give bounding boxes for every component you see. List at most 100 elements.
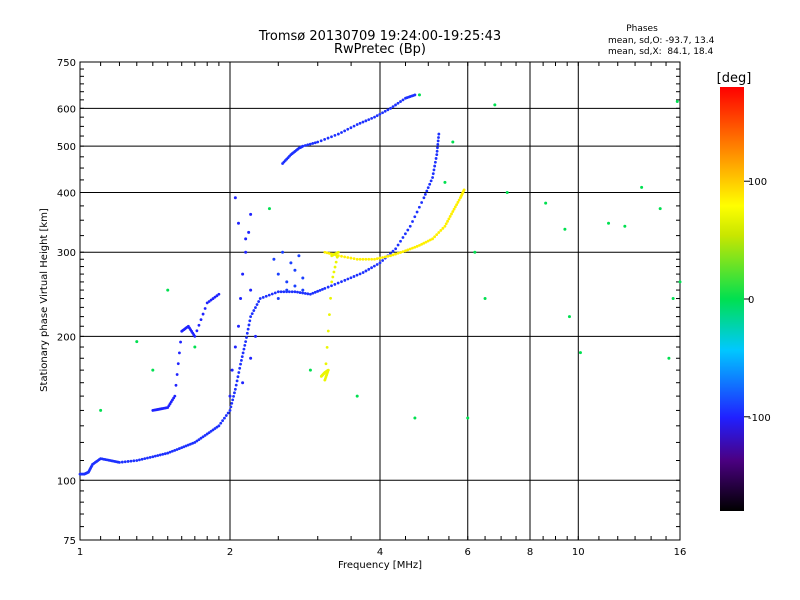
data-point bbox=[640, 185, 644, 189]
data-point bbox=[446, 219, 449, 223]
data-point bbox=[361, 257, 365, 261]
data-point bbox=[245, 331, 249, 335]
data-point bbox=[450, 212, 453, 216]
data-point bbox=[323, 250, 327, 254]
data-point bbox=[316, 140, 320, 144]
y-tick-label: 75 bbox=[63, 536, 76, 547]
grid-lines bbox=[80, 62, 680, 540]
data-point bbox=[173, 394, 177, 398]
data-point bbox=[282, 290, 286, 294]
data-point bbox=[346, 256, 350, 259]
data-point bbox=[327, 251, 331, 255]
data-point bbox=[306, 292, 310, 296]
data-point bbox=[346, 127, 350, 131]
data-point bbox=[135, 459, 139, 462]
data-point bbox=[289, 261, 293, 265]
data-point bbox=[367, 267, 371, 271]
data-point bbox=[233, 387, 237, 391]
data-point bbox=[443, 224, 447, 228]
data-point bbox=[324, 362, 328, 366]
data-point bbox=[285, 280, 289, 284]
data-point bbox=[373, 257, 376, 261]
data-point bbox=[303, 292, 307, 295]
data-point bbox=[417, 205, 421, 209]
data-point bbox=[422, 241, 426, 245]
data-point bbox=[229, 405, 233, 409]
data-point bbox=[205, 432, 209, 436]
data-point bbox=[340, 280, 343, 284]
data-point bbox=[367, 118, 371, 122]
data-point bbox=[254, 306, 257, 309]
data-point bbox=[505, 190, 509, 194]
data-point bbox=[270, 292, 274, 296]
data-point bbox=[297, 254, 301, 258]
data-point bbox=[678, 280, 682, 284]
data-point bbox=[247, 230, 251, 234]
x-tick-label: 8 bbox=[527, 547, 533, 558]
data-point bbox=[217, 292, 221, 296]
data-point bbox=[228, 409, 232, 412]
data-point bbox=[264, 294, 268, 298]
data-point bbox=[318, 288, 322, 292]
data-point bbox=[261, 296, 265, 299]
data-point bbox=[135, 340, 139, 344]
data-point bbox=[211, 297, 215, 300]
data-point bbox=[170, 449, 174, 453]
data-point bbox=[326, 329, 330, 333]
data-point bbox=[319, 139, 323, 143]
data-point bbox=[340, 131, 343, 134]
stats-o-line: mean, sd,O: -93.7, 13.4 bbox=[608, 36, 715, 46]
data-point bbox=[355, 257, 359, 261]
data-point bbox=[658, 207, 662, 211]
data-point bbox=[199, 436, 203, 440]
data-point bbox=[424, 240, 428, 244]
data-point bbox=[250, 312, 254, 315]
data-point bbox=[228, 394, 232, 398]
data-point bbox=[343, 129, 347, 133]
data-point bbox=[413, 245, 417, 249]
data-point bbox=[370, 116, 374, 120]
data-point bbox=[193, 334, 197, 338]
data-point bbox=[330, 280, 334, 284]
data-point bbox=[235, 379, 239, 383]
data-point bbox=[443, 180, 447, 184]
data-point bbox=[301, 276, 305, 280]
data-point bbox=[201, 312, 205, 316]
data-point bbox=[447, 217, 451, 221]
data-point bbox=[373, 115, 376, 119]
data-point bbox=[396, 251, 400, 255]
data-point bbox=[326, 285, 330, 289]
data-point bbox=[272, 257, 276, 261]
data-point bbox=[311, 291, 315, 295]
data-point bbox=[249, 356, 253, 360]
data-point bbox=[423, 192, 427, 196]
data-point bbox=[411, 220, 414, 223]
data-point bbox=[161, 452, 165, 456]
data-point bbox=[435, 149, 439, 153]
data-point bbox=[236, 375, 240, 379]
data-point bbox=[242, 347, 246, 351]
data-point bbox=[375, 114, 379, 118]
data-point bbox=[391, 249, 395, 253]
data-point bbox=[166, 451, 170, 455]
data-point bbox=[308, 142, 312, 146]
data-point bbox=[328, 313, 331, 317]
data-point bbox=[166, 288, 170, 292]
data-point bbox=[429, 179, 433, 183]
colorbar bbox=[720, 87, 744, 511]
y-tick-label: 500 bbox=[57, 142, 76, 153]
axis-ticks: 1 2 4 6 8 10 16 75 100 200 300 400 500 600 750 bbox=[57, 58, 686, 558]
data-point bbox=[211, 428, 215, 432]
data-point bbox=[267, 207, 271, 211]
data-point bbox=[120, 460, 124, 464]
data-point bbox=[578, 351, 582, 355]
data-point bbox=[330, 254, 334, 258]
data-point bbox=[413, 93, 417, 97]
data-point bbox=[246, 327, 250, 331]
data-point bbox=[287, 290, 291, 294]
data-point bbox=[453, 205, 457, 209]
data-point bbox=[248, 319, 252, 323]
data-point bbox=[404, 249, 407, 253]
data-point bbox=[364, 269, 368, 273]
data-point bbox=[240, 358, 243, 362]
